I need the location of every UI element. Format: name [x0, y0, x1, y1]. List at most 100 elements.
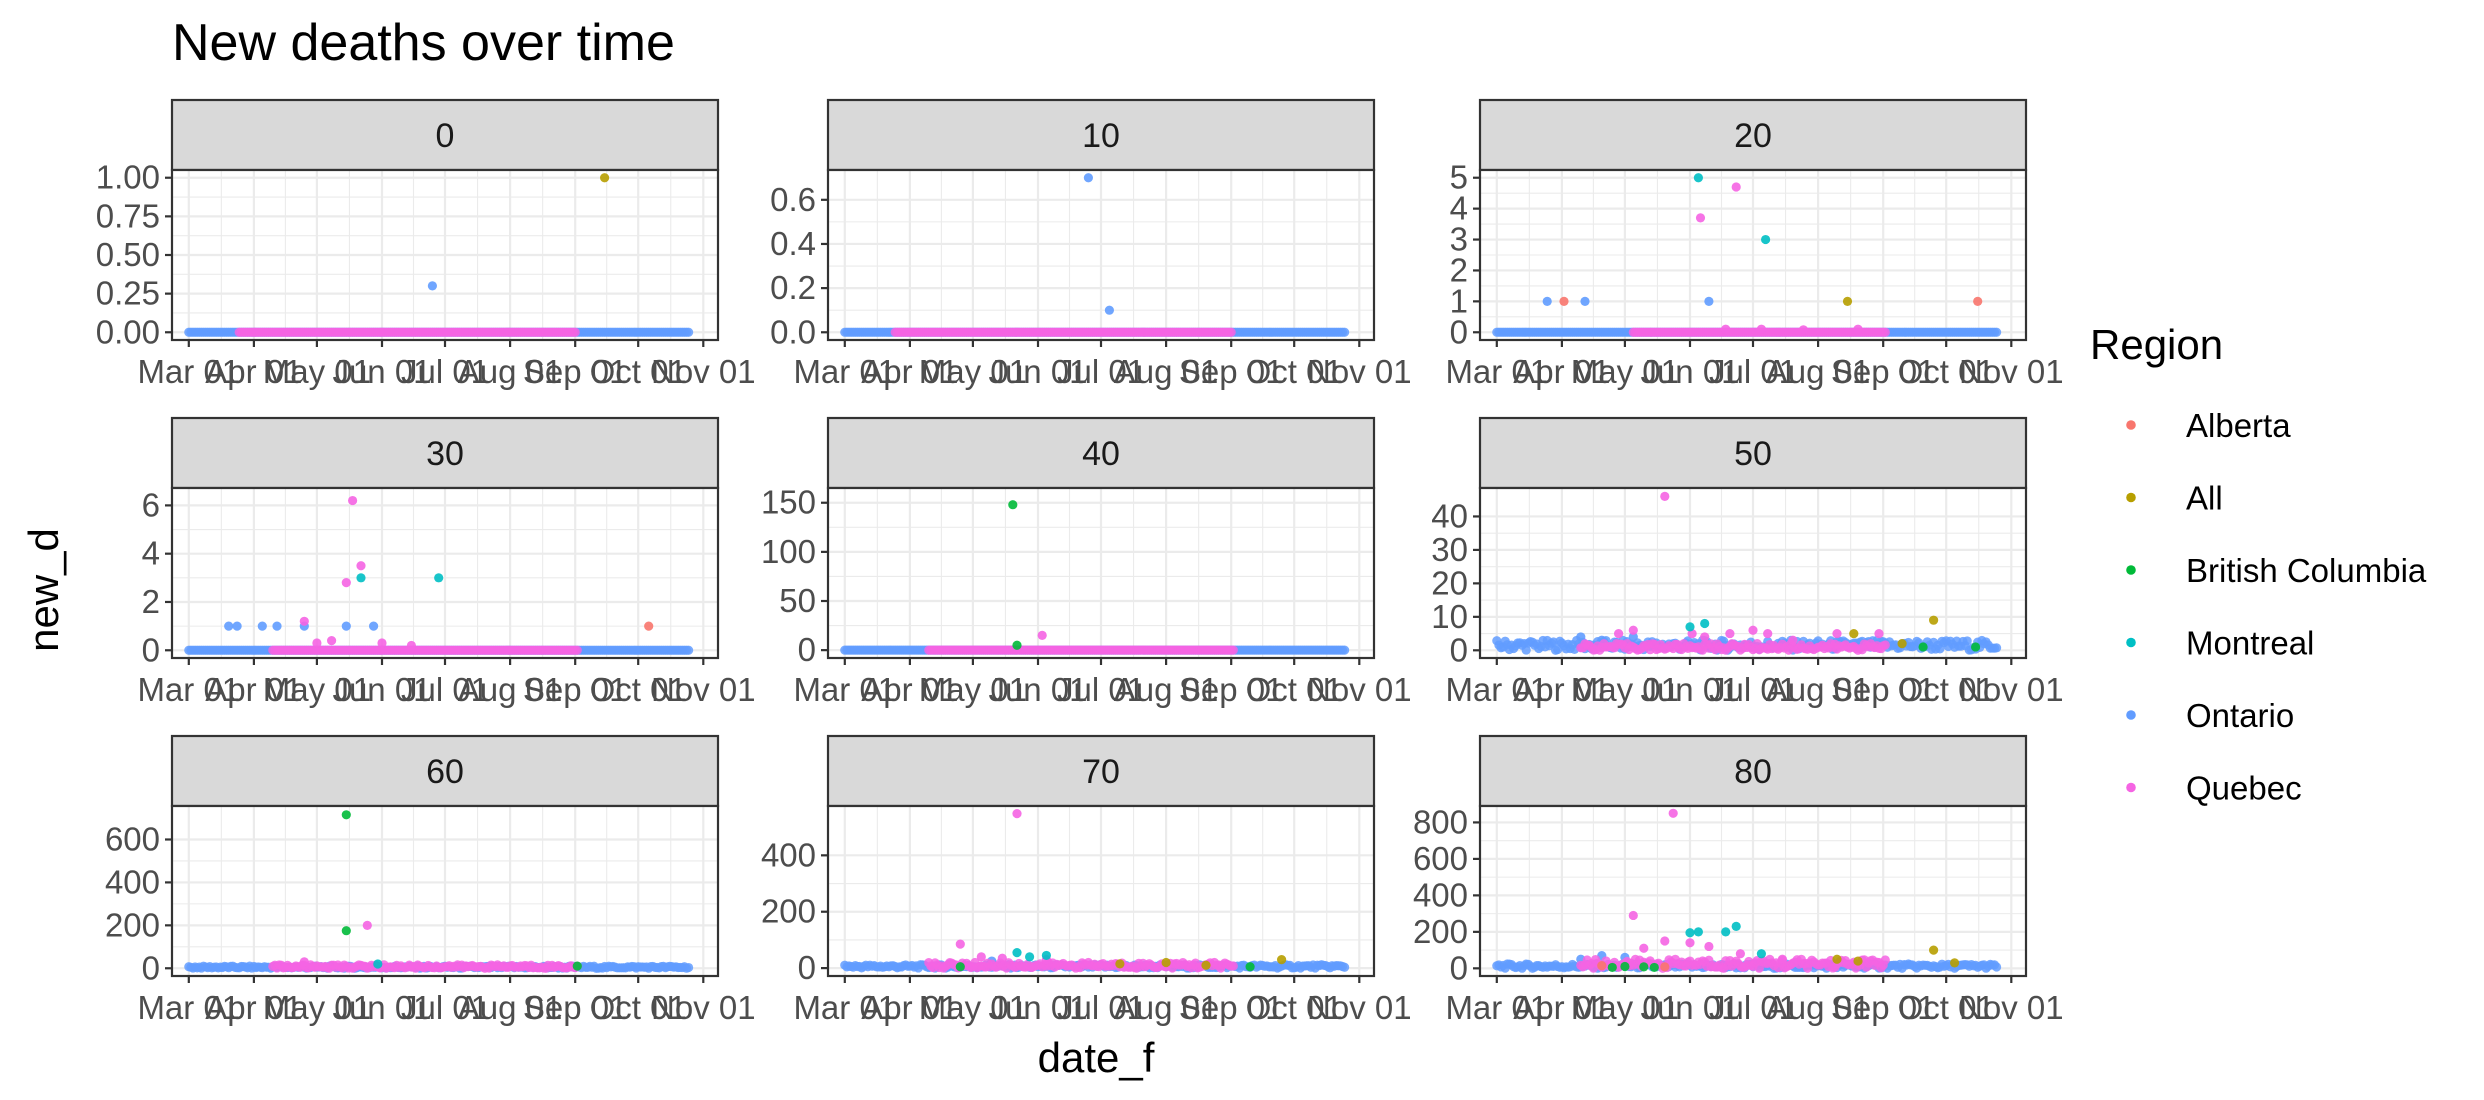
x-tick-label: Oct 01 [590, 671, 687, 708]
x-tick-label: Sep 01 [1831, 353, 1936, 390]
y-tick-label: 200 [1413, 913, 1468, 950]
data-point [1880, 955, 1890, 965]
data-point [1228, 645, 1238, 655]
data-point [1700, 618, 1710, 629]
series-british-columbia [955, 962, 1255, 972]
y-tick-label: 0 [142, 631, 160, 668]
data-point [1971, 642, 1981, 652]
data-point [1580, 296, 1590, 306]
data-point [1620, 961, 1630, 972]
legend-key [2126, 565, 2136, 575]
y-tick-label: 600 [105, 820, 160, 857]
data-point [1832, 628, 1842, 639]
x-tick-label: Aug 01 [1114, 353, 1219, 390]
x-tick-label: Aug 01 [1114, 989, 1219, 1026]
series-all [1849, 615, 1939, 649]
x-tick-label: Jul 01 [1709, 671, 1797, 708]
y-tick-label: 0.75 [96, 197, 160, 234]
legend-title: Region [2090, 321, 2223, 368]
x-tick-label: Jul 01 [1709, 989, 1797, 1026]
data-point [1685, 928, 1695, 938]
legend-key [2126, 637, 2136, 648]
x-tick-label: Sep 01 [523, 353, 628, 390]
facet-strip-label: 0 [436, 117, 455, 155]
series-montreal [1693, 173, 1771, 245]
y-tick-label: 400 [1413, 876, 1468, 913]
data-point [1012, 640, 1022, 650]
x-tick-label: Jun 01 [988, 671, 1087, 708]
data-point [955, 939, 965, 949]
y-tick-label: 0 [1450, 631, 1468, 668]
data-point [570, 327, 580, 337]
y-tick-label: 0 [1450, 313, 1468, 350]
data-point [341, 926, 351, 936]
data-point [644, 621, 654, 631]
data-point [1628, 632, 1638, 642]
series-points [840, 809, 1350, 973]
data-point [341, 621, 351, 631]
data-point [1880, 640, 1890, 650]
data-point [1559, 296, 1569, 306]
x-tick-label: Sep 01 [523, 671, 628, 708]
data-point [1693, 173, 1703, 183]
x-tick-label: Oct 01 [1246, 353, 1343, 390]
data-point [1245, 962, 1255, 972]
y-tick-label: 0.2 [770, 269, 816, 306]
y-tick-label: 0.50 [96, 236, 160, 273]
data-point [1104, 305, 1114, 315]
data-point [1201, 960, 1211, 970]
data-point [1874, 628, 1884, 639]
x-tick-label: Oct 01 [1246, 989, 1343, 1026]
x-tick-label: Oct 01 [1898, 353, 1995, 390]
facet-strip-label: 20 [1734, 117, 1772, 155]
data-point [1721, 324, 1731, 334]
data-point [1012, 809, 1022, 819]
x-tick-label: Aug 01 [1766, 671, 1871, 708]
x-axis-title: date_f [1038, 1034, 1155, 1081]
data-point [1521, 645, 1531, 655]
series-points [1492, 491, 2002, 655]
x-tick-label: Apr 01 [1513, 671, 1610, 708]
data-point [1628, 910, 1638, 921]
y-tick-label: 800 [1413, 803, 1468, 840]
grid [172, 806, 718, 976]
data-point [1628, 625, 1638, 635]
data-point [1763, 628, 1773, 639]
y-tick-label: 4 [142, 535, 160, 572]
series-montreal [1685, 618, 1710, 632]
series-quebec [268, 920, 582, 973]
series-points [184, 810, 694, 973]
data-point [369, 621, 379, 631]
y-tick-label: 6 [142, 486, 160, 523]
data-point [1748, 625, 1758, 635]
data-point [406, 640, 416, 651]
facet-strip [170, 98, 720, 172]
data-point [1992, 962, 2002, 972]
y-tick-label: 0 [798, 631, 816, 668]
y-tick-label: 0 [1450, 949, 1468, 986]
x-tick-label: Apr 01 [861, 989, 958, 1026]
x-tick-label: Aug 01 [1114, 671, 1219, 708]
x-tick-label: Nov 01 [1307, 353, 1412, 390]
legend-item-alberta: Alberta [2126, 407, 2291, 444]
x-tick-label: May 01 [919, 671, 1027, 708]
x-tick-label: Mar 01 [793, 989, 896, 1026]
data-point [1731, 182, 1741, 192]
series-quebec [890, 327, 1236, 337]
facet-strip [826, 98, 1376, 172]
data-point [299, 957, 309, 967]
facet-strip [826, 416, 1376, 490]
y-axis-title: new_d [20, 528, 67, 652]
legend-label: Alberta [2186, 407, 2291, 444]
data-point [1614, 628, 1624, 639]
data-point [312, 638, 322, 648]
data-point [1685, 622, 1695, 632]
data-point [1853, 956, 1863, 966]
data-point [1226, 327, 1236, 337]
data-point [1880, 327, 1890, 337]
x-tick-label: May 01 [263, 353, 371, 390]
y-tick-label: 1.00 [96, 159, 160, 196]
legend-label: Quebec [2186, 770, 2302, 807]
